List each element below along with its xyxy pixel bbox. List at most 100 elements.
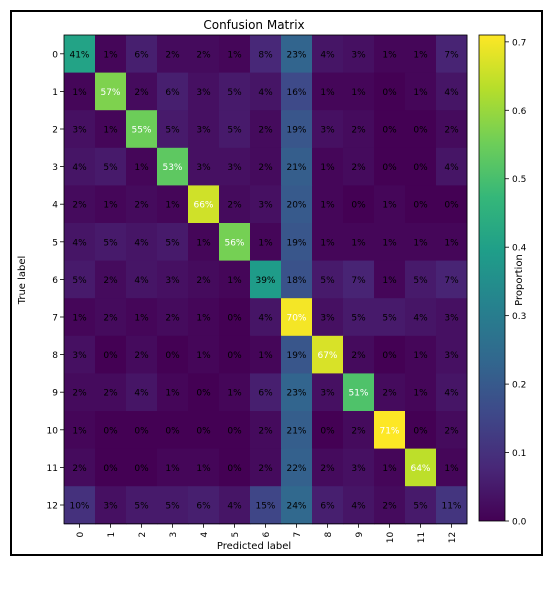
colorbar: 0.0 0.1 0.2 0.3 0.4 0.5 0.6 0.7: [478, 34, 527, 528]
heatmap-cell: [250, 298, 282, 337]
heatmap-cell: [157, 35, 189, 74]
heatmap-cell: [95, 411, 127, 450]
heatmap-cell: [64, 298, 96, 337]
cell-value-label: 2%: [103, 389, 118, 399]
cell-value-label: 2%: [165, 50, 180, 60]
heatmap-cell: [281, 373, 313, 412]
cell-value-label: 0%: [444, 201, 459, 211]
cell-value-label: 2%: [258, 426, 273, 436]
cell-value-label: 2%: [351, 426, 366, 436]
heatmap-cell: [219, 72, 251, 111]
heatmap-cell: [436, 147, 468, 186]
x-tick-label: 1: [107, 532, 117, 538]
cell-value-label: 1%: [196, 351, 211, 361]
heatmap-cell: [95, 298, 127, 337]
heatmap-cell: [343, 147, 375, 186]
heatmap-cell: [64, 486, 96, 525]
heatmap-cell: [405, 411, 437, 450]
heatmap-cell: [343, 185, 375, 224]
cell-value-label: 0%: [413, 126, 428, 136]
heatmap-cell: [95, 373, 127, 412]
y-tick-label: 3: [52, 163, 58, 173]
heatmap-cell: [250, 72, 282, 111]
heatmap-cell: [312, 223, 344, 262]
colorbar-tick-label: 0.7: [512, 38, 526, 48]
cell-value-label: 71%: [379, 426, 399, 436]
heatmap-cell: [312, 110, 344, 149]
cell-value-label: 0%: [103, 426, 118, 436]
heatmap-cell: [188, 448, 220, 487]
cell-value-label: 0%: [227, 426, 242, 436]
heatmap-cell: [374, 298, 406, 337]
cell-value-label: 0%: [382, 163, 397, 173]
cell-value-label: 1%: [320, 163, 335, 173]
colorbar-tick-label: 0.5: [512, 175, 526, 185]
y-tick-label: 0: [52, 50, 58, 60]
heatmap-cell: [157, 373, 189, 412]
cell-value-label: 70%: [286, 314, 306, 324]
cell-value-label: 2%: [258, 464, 273, 474]
cell-value-label: 5%: [382, 314, 397, 324]
cell-value-label: 5%: [413, 502, 428, 512]
heatmap-cell: [405, 448, 437, 487]
heatmap-cell: [126, 110, 158, 149]
heatmap-cell: [219, 223, 251, 262]
cell-value-label: 5%: [413, 276, 428, 286]
heatmap-cell: [312, 411, 344, 450]
cell-value-label: 1%: [227, 50, 242, 60]
heatmap-cell: [157, 223, 189, 262]
cell-value-label: 21%: [286, 163, 306, 173]
heatmap-cell: [343, 411, 375, 450]
heatmap-cell: [312, 298, 344, 337]
cell-value-label: 2%: [134, 201, 149, 211]
cell-value-label: 23%: [286, 50, 306, 60]
cell-value-label: 5%: [103, 238, 118, 248]
heatmap-cell: [219, 110, 251, 149]
heatmap-cell: [405, 486, 437, 525]
cell-value-label: 0%: [382, 126, 397, 136]
heatmap-cell: [374, 448, 406, 487]
heatmap-cell: [281, 335, 313, 374]
heatmap-cell: [405, 298, 437, 337]
cell-value-label: 0%: [165, 426, 180, 436]
cell-value-label: 1%: [72, 88, 87, 98]
heatmap-cell: [343, 373, 375, 412]
heatmap-cell: [312, 448, 344, 487]
heatmap-cell: [95, 185, 127, 224]
heatmap-cell: [126, 298, 158, 337]
heatmap-cell: [436, 110, 468, 149]
heatmap-cell: [281, 72, 313, 111]
heatmap-cell: [126, 35, 158, 74]
cell-value-label: 4%: [444, 389, 459, 399]
heatmap-cell: [95, 72, 127, 111]
heatmap-cell: [374, 223, 406, 262]
y-tick-label: 1: [52, 88, 58, 98]
heatmap-cell: [436, 185, 468, 224]
y-axis-label: True label: [17, 256, 28, 306]
heatmap-cell: [343, 260, 375, 299]
cell-value-label: 3%: [196, 88, 211, 98]
cell-value-label: 18%: [286, 276, 306, 286]
heatmap-cell: [219, 35, 251, 74]
cell-value-label: 1%: [258, 238, 273, 248]
heatmap-cell: [126, 486, 158, 525]
cell-value-label: 2%: [103, 314, 118, 324]
cell-value-label: 1%: [165, 389, 180, 399]
heatmap-cell: [436, 260, 468, 299]
heatmap-cell: [64, 147, 96, 186]
colorbar-tick-label: 0.1: [512, 449, 526, 459]
heatmap-cell: [436, 35, 468, 74]
cell-value-label: 6%: [258, 389, 273, 399]
cell-value-label: 4%: [351, 502, 366, 512]
heatmap-cells: 41% 1% 6% 2% 2% 1% 8% 23% 4% 3% 1% 1% 7% 1% 57% 2% 6% 3% 5…: [63, 34, 468, 525]
figure-frame: Confusion Matrix Predicted label True la…: [10, 10, 543, 556]
heatmap-cell: [157, 448, 189, 487]
heatmap-cell: [250, 335, 282, 374]
y-tick-label: 4: [52, 201, 58, 211]
cell-value-label: 19%: [286, 351, 306, 361]
x-tick-label: 10: [386, 532, 396, 544]
cell-value-label: 1%: [134, 314, 149, 324]
heatmap-cell: [64, 223, 96, 262]
heatmap-cell: [157, 335, 189, 374]
heatmap-cell: [126, 72, 158, 111]
